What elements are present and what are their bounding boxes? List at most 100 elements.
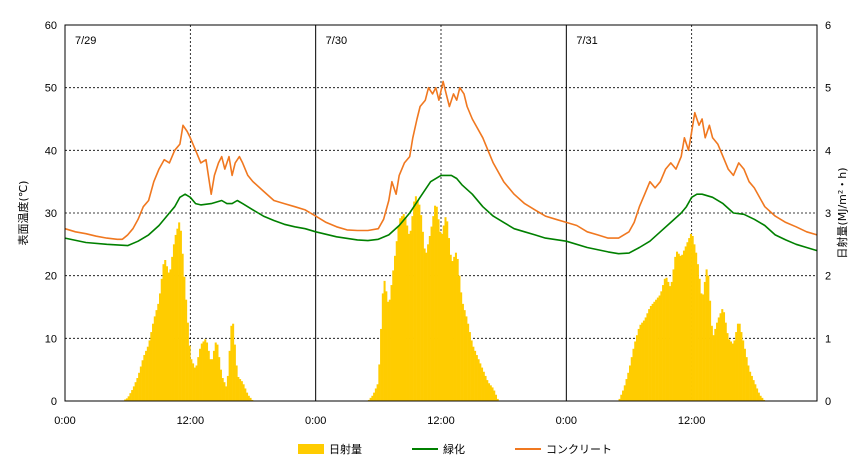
solar-bar [209, 359, 212, 401]
solar-bar [150, 332, 153, 401]
solar-bar [716, 322, 719, 401]
solar-bar [199, 348, 202, 401]
solar-bar [434, 205, 437, 401]
solar-bar [682, 250, 686, 401]
left-tick-label: 10 [45, 333, 57, 345]
solar-bar [371, 395, 374, 401]
legend: 日射量 緑化 コンクリート [298, 442, 612, 456]
solar-bar [470, 340, 473, 401]
day-label: 7/31 [576, 35, 597, 47]
solar-bar [646, 313, 649, 401]
left-tick-label: 40 [45, 145, 57, 157]
solar-bar [738, 323, 741, 401]
solar-bar [670, 281, 673, 401]
solar-bar [165, 266, 169, 401]
solar-bar [672, 269, 675, 401]
solar-bar [479, 363, 482, 401]
solar-bar [381, 293, 384, 401]
solar-bar [634, 341, 637, 401]
solar-bar [435, 206, 438, 401]
solar-bar [235, 365, 238, 401]
solar-bar [138, 372, 141, 401]
solar-bar [125, 398, 128, 401]
solar-bar [139, 366, 142, 401]
solar-bar [218, 357, 221, 401]
solar-bar [484, 375, 487, 401]
solar-bar [190, 359, 193, 401]
solar-bar [632, 348, 635, 401]
solar-bar [465, 316, 468, 401]
solar-bar [679, 255, 682, 401]
solar-bar [688, 238, 691, 401]
solar-bar [735, 332, 738, 401]
solar-bar [237, 376, 240, 401]
solar-bar [240, 381, 243, 401]
left-axis-ticks: 0 10 20 30 40 50 60 [45, 20, 57, 408]
solar-bar [186, 322, 189, 401]
solar-bar [488, 383, 491, 401]
left-tick-label: 20 [45, 271, 57, 283]
x-tick-label: 12:00 [427, 415, 455, 427]
solar-bar [164, 260, 167, 401]
solar-bar [394, 255, 397, 401]
solar-bar [707, 275, 710, 401]
solar-bar [388, 299, 391, 401]
solar-bar [684, 246, 687, 401]
solar-bar [719, 313, 722, 401]
solar-bar [423, 248, 426, 401]
solar-bar [181, 253, 184, 401]
solar-bar [474, 350, 477, 401]
solar-bar [174, 234, 177, 401]
solar-bar [496, 398, 499, 401]
solar-bar [756, 388, 759, 401]
solar-bar [637, 328, 640, 401]
solar-bar [747, 365, 750, 401]
solar-bar [430, 226, 433, 401]
solar-bar [246, 392, 249, 401]
solar-bar [451, 261, 454, 401]
solar-bar [132, 386, 135, 401]
solar-bar [404, 217, 407, 401]
solar-bar [454, 252, 457, 401]
solar-bar [468, 332, 471, 401]
solar-bar [141, 360, 144, 401]
solar-bar [155, 310, 158, 401]
solar-bar [642, 320, 645, 401]
left-tick-label: 50 [45, 83, 57, 95]
day-labels: 7/29 7/30 7/31 [75, 35, 598, 47]
concrete-line [64, 80, 818, 241]
solar-bar [724, 322, 727, 401]
solar-bar [244, 388, 247, 401]
solar-bar [390, 285, 393, 401]
x-tick-label: 0:00 [54, 415, 75, 427]
solar-bar [152, 323, 155, 401]
solar-bar [171, 256, 174, 401]
solar-bar [648, 309, 651, 401]
solar-bar [703, 281, 706, 401]
solar-bar [759, 395, 762, 401]
right-axis-title: 日射量(MJ/m²・h) [835, 167, 849, 258]
solar-bar [378, 364, 381, 401]
solar-bar [414, 196, 417, 401]
right-tick-label: 4 [825, 145, 831, 157]
solar-bar [740, 332, 743, 401]
solar-bar [489, 385, 492, 401]
solar-bar [695, 252, 698, 401]
solar-bar [674, 256, 677, 401]
solar-bar [425, 252, 428, 401]
solar-bar [676, 251, 679, 401]
solar-bar [395, 241, 398, 401]
solar-bar [453, 256, 456, 401]
solar-bar [413, 201, 416, 401]
right-tick-label: 5 [825, 83, 831, 95]
solar-bar [656, 297, 659, 401]
solar-bar [700, 293, 703, 401]
solar-bar [486, 380, 489, 401]
solar-bar [463, 310, 466, 401]
solar-bar [627, 372, 630, 401]
solar-bar [428, 235, 431, 401]
solar-bar [214, 342, 217, 401]
solar-bar [689, 233, 692, 401]
solar-bar [655, 299, 658, 401]
